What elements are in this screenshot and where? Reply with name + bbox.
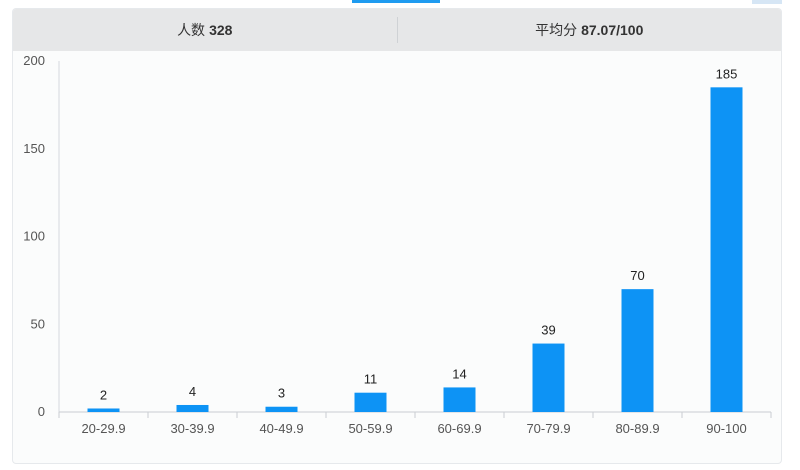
bar [443,387,476,412]
participant-count-label: 人数 [177,22,206,38]
bar-value-label: 39 [541,323,555,338]
x-tick-label: 80-89.9 [615,421,659,436]
average-score-value: 87.07/100 [581,22,644,38]
bar-value-label: 14 [452,366,466,381]
x-tick-label: 90-100 [706,421,746,436]
average-score-stat: 平均分 87.07/100 [396,17,782,43]
score-histogram-chart: 0 50 100 150 200 2 20-29.9 4 30-39.9 3 40-49.9 11 50… [23,53,772,436]
x-tick-label: 30-39.9 [170,421,214,436]
y-tick-label: 200 [23,53,45,68]
participant-count-stat: 人数 328 [13,9,397,51]
bar [710,87,743,412]
bar [87,408,120,412]
participant-count-value: 328 [209,22,233,38]
x-tick-label: 40-49.9 [259,421,303,436]
bar [176,404,209,412]
x-tick-label: 60-69.9 [437,421,481,436]
active-tab-indicator [352,0,440,3]
bar [265,406,298,412]
x-tick-label: 70-79.9 [526,421,570,436]
bar-value-label: 11 [364,372,378,387]
y-tick-label: 100 [23,229,45,244]
bar-value-label: 2 [100,387,107,402]
average-score-label: 平均分 [535,22,578,38]
x-tick-label: 50-59.9 [348,421,392,436]
corner-control [752,0,782,4]
summary-stats-bar: 人数 328 平均分 87.07/100 [13,9,781,51]
bar-value-label: 70 [630,268,644,283]
bar [621,289,654,412]
y-tick-label: 150 [23,141,45,156]
bar [532,343,565,412]
bar-value-label: 185 [716,66,738,81]
x-tick-label: 20-29.9 [81,421,125,436]
bar-value-label: 4 [189,384,196,399]
y-tick-label: 0 [38,404,45,419]
bar [354,392,387,412]
y-tick-label: 50 [31,316,45,331]
score-distribution-panel: 人数 328 平均分 87.07/100 0 50 100 150 200 2 20-29.… [12,8,782,464]
bar-value-label: 3 [278,386,285,401]
